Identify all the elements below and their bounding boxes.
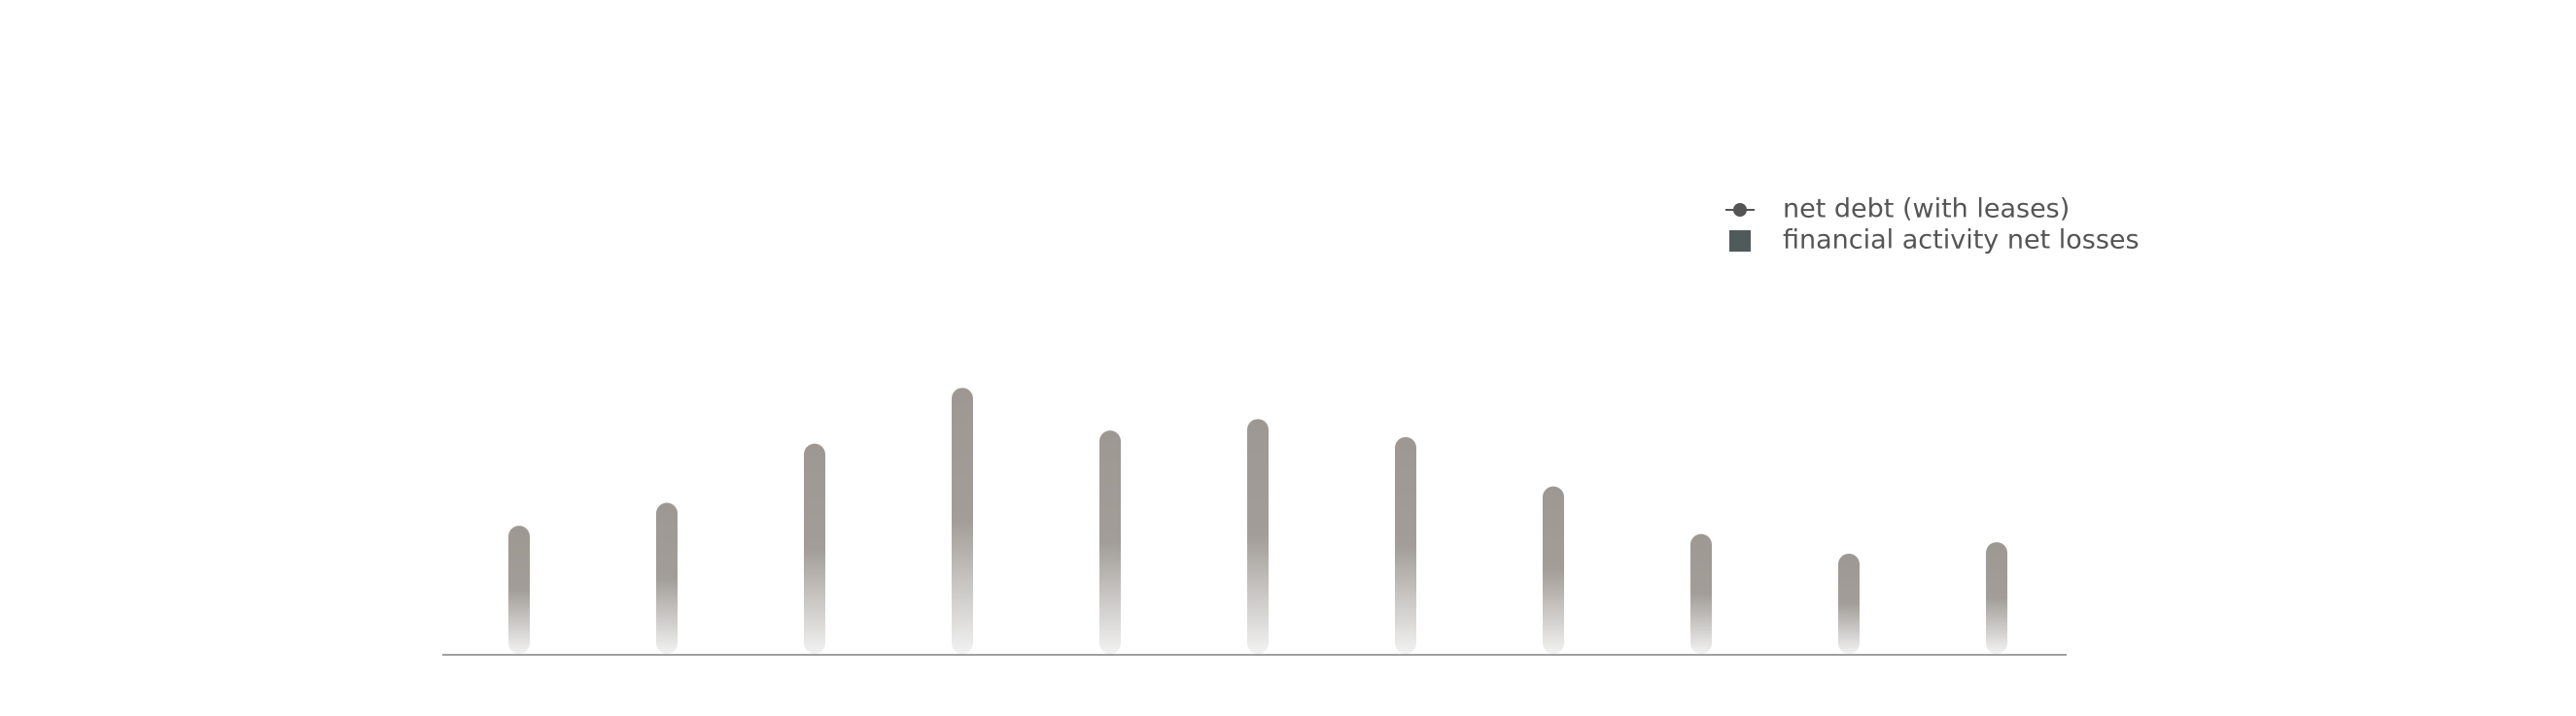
bar — [1986, 542, 2007, 654]
bar — [952, 388, 973, 654]
bar — [1099, 430, 1121, 654]
legend-label: net debt (with leases) — [1783, 194, 2070, 224]
bar — [1247, 419, 1269, 654]
bar — [1543, 486, 1564, 654]
bar — [508, 526, 530, 654]
legend-dot — [1733, 203, 1747, 217]
bar — [656, 502, 678, 654]
bar — [1395, 436, 1416, 654]
bar — [1690, 533, 1712, 654]
bar — [1838, 553, 1860, 654]
legend-label: financial activity net losses — [1783, 225, 2140, 256]
legend-swatch — [1729, 230, 1751, 252]
bar — [804, 443, 825, 654]
